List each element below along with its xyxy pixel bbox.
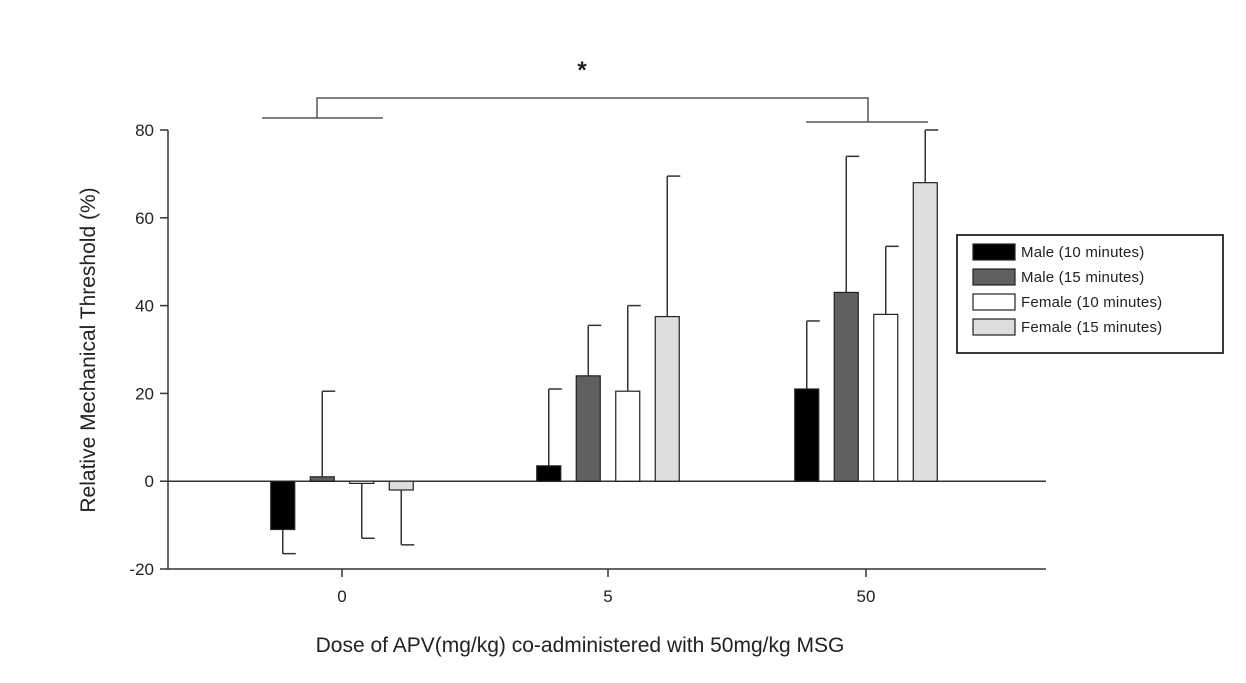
y-tick-label: 40: [135, 297, 154, 316]
bar: [575, 375, 601, 482]
legend-swatch: [972, 293, 1016, 311]
y-tick-label: -20: [129, 560, 154, 579]
legend-label: Female (15 minutes): [1021, 319, 1162, 336]
legend-label: Male (15 minutes): [1021, 269, 1144, 286]
bar: [349, 480, 375, 484]
bar: [873, 313, 899, 482]
axes: -20 0 20 40 60 80 0 5 50: [129, 121, 1046, 606]
y-tick-label: 60: [135, 209, 154, 228]
bar: [833, 291, 859, 482]
legend-label: Male (10 minutes): [1021, 244, 1144, 261]
legend-swatch: [972, 318, 1016, 336]
x-tick-label: 5: [603, 587, 612, 606]
x-tick-label: 50: [857, 587, 876, 606]
legend-swatch: [972, 268, 1016, 286]
legend-swatch: [972, 243, 1016, 261]
y-tick-label: 0: [145, 472, 154, 491]
significance-bracket: *: [262, 57, 928, 123]
bar: [536, 465, 562, 482]
x-tick-label: 0: [337, 587, 346, 606]
bracket-line: [316, 97, 869, 122]
bar: [270, 480, 296, 531]
y-axis-title: Relative Mechanical Threshold (%): [77, 187, 100, 512]
significance-star: *: [577, 57, 587, 84]
bar: [309, 476, 335, 482]
y-tick-label: 80: [135, 121, 154, 140]
legend-label: Female (10 minutes): [1021, 294, 1162, 311]
bar: [794, 388, 820, 482]
bars: [270, 129, 939, 555]
x-axis-title: Dose of APV(mg/kg) co-administered with …: [316, 634, 845, 657]
bar: [615, 390, 641, 482]
bar: [912, 182, 938, 482]
bar: [654, 315, 680, 482]
y-tick-label: 20: [135, 384, 154, 403]
bar: [388, 480, 414, 491]
legend: Male (10 minutes) Male (15 minutes) Female…: [956, 234, 1224, 354]
